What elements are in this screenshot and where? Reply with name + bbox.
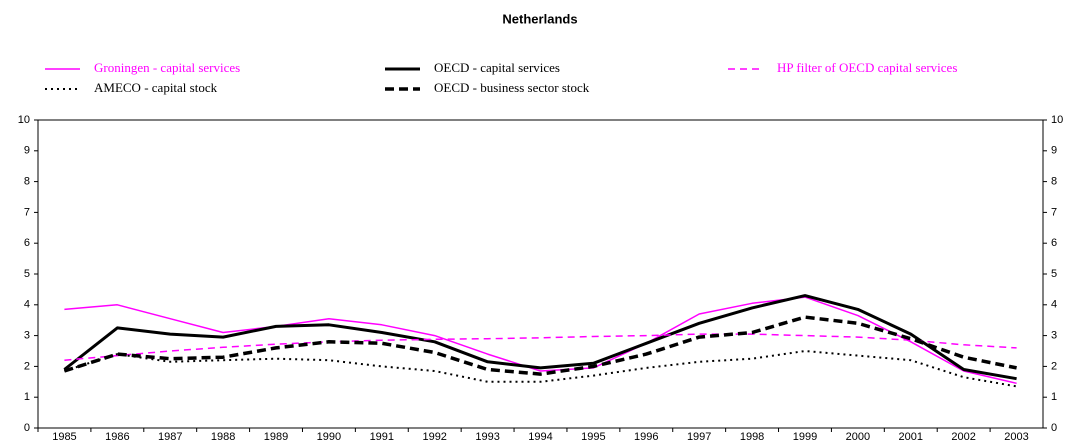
x-tick-label: 1991 <box>370 431 394 443</box>
chart-title: Netherlands <box>502 11 577 26</box>
y-tick-label: 10 <box>18 114 30 126</box>
x-tick-label: 1999 <box>793 431 817 443</box>
x-tick-label: 1987 <box>158 431 182 443</box>
x-tick-label: 1986 <box>105 431 129 443</box>
y-tick-label: 5 <box>24 268 30 280</box>
y-tick-label: 3 <box>24 330 30 342</box>
x-tick-label: 1989 <box>264 431 288 443</box>
legend-label: OECD - capital services <box>434 60 560 75</box>
legend-label: HP filter of OECD capital services <box>777 60 957 75</box>
x-tick-label: 1993 <box>475 431 499 443</box>
x-tick-label: 2000 <box>846 431 870 443</box>
legend-label: Groningen - capital services <box>94 60 240 75</box>
y2-tick-label: 9 <box>1051 145 1057 157</box>
y2-tick-label: 10 <box>1051 114 1063 126</box>
y2-tick-label: 7 <box>1051 206 1057 218</box>
y-tick-label: 9 <box>24 145 30 157</box>
x-tick-label: 1998 <box>740 431 764 443</box>
y-tick-label: 0 <box>24 422 30 434</box>
x-tick-label: 1988 <box>211 431 235 443</box>
x-tick-label: 1994 <box>528 431 552 443</box>
y2-tick-label: 5 <box>1051 268 1057 280</box>
y2-tick-label: 2 <box>1051 360 1057 372</box>
y-tick-label: 1 <box>24 391 30 403</box>
x-tick-label: 1992 <box>422 431 446 443</box>
legend-label: AMECO - capital stock <box>94 80 218 95</box>
y2-tick-label: 8 <box>1051 176 1057 188</box>
y-tick-label: 7 <box>24 206 30 218</box>
y-tick-label: 2 <box>24 360 30 372</box>
y2-tick-label: 0 <box>1051 422 1057 434</box>
series-line <box>63 315 1017 376</box>
y2-tick-label: 1 <box>1051 391 1057 403</box>
x-tick-label: 1996 <box>634 431 658 443</box>
x-tick-label: 2001 <box>899 431 923 443</box>
y-tick-label: 6 <box>24 237 30 249</box>
y2-tick-label: 4 <box>1051 299 1057 311</box>
legend-label: OECD - business sector stock <box>434 80 590 95</box>
y2-tick-label: 3 <box>1051 330 1057 342</box>
x-tick-label: 2002 <box>951 431 975 443</box>
series-line <box>64 296 1017 385</box>
series-line <box>63 294 1017 381</box>
y2-tick-label: 6 <box>1051 237 1057 249</box>
x-tick-label: 1995 <box>581 431 605 443</box>
x-tick-label: 1990 <box>317 431 341 443</box>
x-tick-label: 1985 <box>52 431 76 443</box>
y-tick-label: 4 <box>24 299 30 311</box>
x-tick-label: 2003 <box>1004 431 1028 443</box>
y-tick-label: 8 <box>24 176 30 188</box>
series-line <box>64 333 1017 361</box>
series-line <box>64 350 1017 388</box>
x-tick-label: 1997 <box>687 431 711 443</box>
